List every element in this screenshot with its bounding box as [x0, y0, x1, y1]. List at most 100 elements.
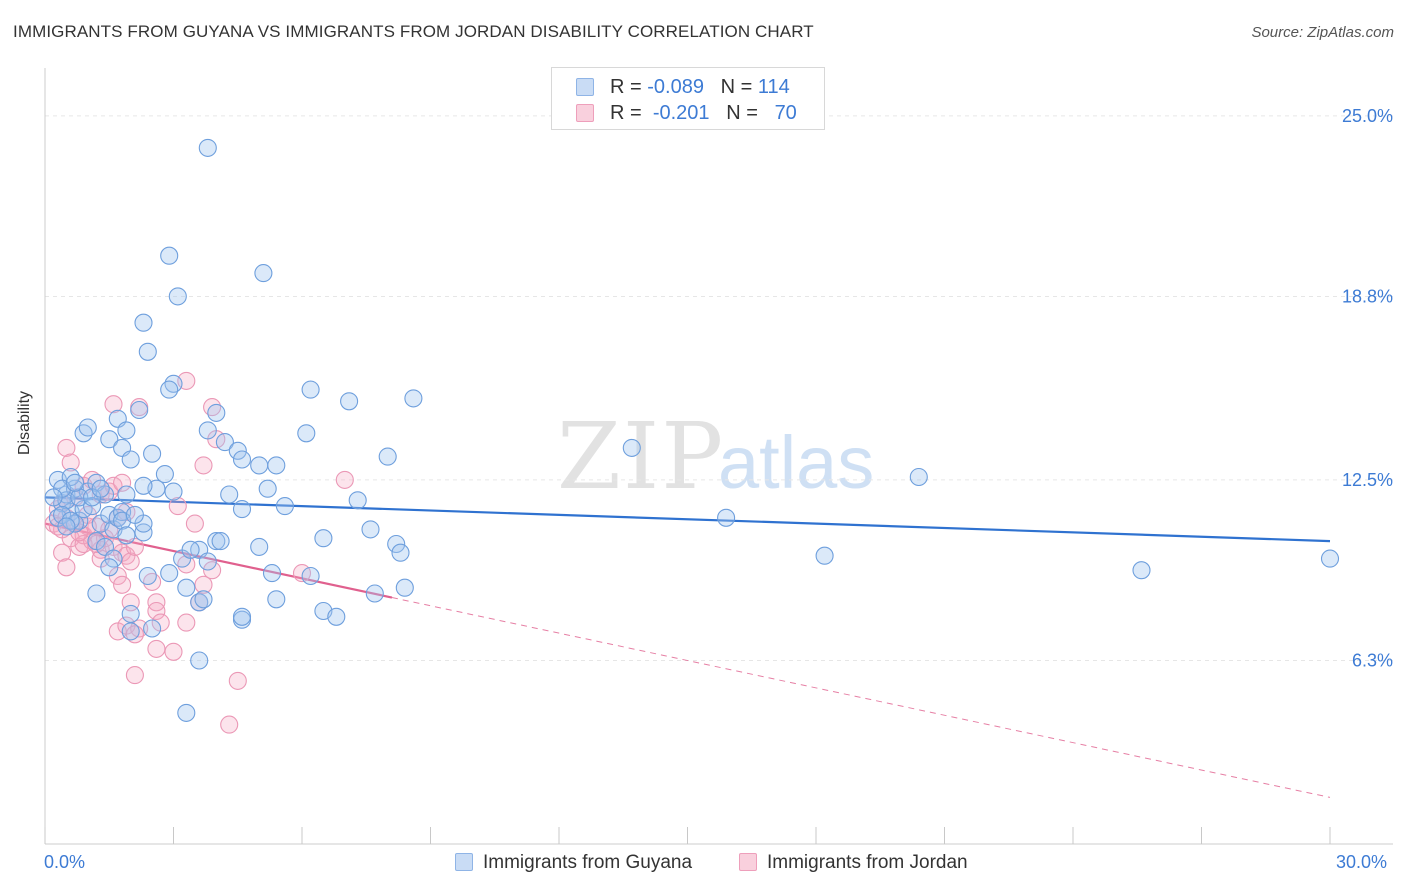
guyana-point [198, 138, 217, 157]
trend-lines [44, 496, 1331, 798]
jordan-point [125, 666, 144, 685]
guyana-point [1320, 549, 1340, 568]
guyana-point [275, 497, 294, 516]
guyana-point [387, 534, 406, 554]
jordan-point [113, 473, 132, 492]
x-tick-label-max: 30.0% [1336, 852, 1388, 872]
watermark-atlas: atlas [718, 421, 874, 504]
guyana-point [228, 441, 247, 460]
guyana-point [155, 465, 174, 484]
guyana-point [143, 619, 162, 638]
guyana-point [57, 517, 76, 536]
guyana-point [125, 505, 144, 524]
guyana-point [177, 703, 196, 722]
guyana-point [143, 444, 162, 463]
legend-n-label: N = [720, 76, 753, 98]
guyana-point [198, 421, 217, 440]
guyana-point [1132, 561, 1151, 580]
guyana-point [91, 479, 110, 498]
y-tick-label: 6.3% [1352, 651, 1393, 671]
jordan-point [147, 601, 166, 621]
guyana-point [117, 421, 136, 440]
guyana-point [361, 520, 380, 539]
guyana-point [267, 590, 286, 609]
guyana-point [314, 529, 333, 548]
guyana-point [70, 488, 89, 507]
y-tick-label: 18.8% [1342, 286, 1393, 306]
guyana-point [391, 543, 410, 562]
jordan-point [57, 558, 76, 577]
legend-r-label: R = [610, 102, 642, 124]
jordan-point [194, 456, 213, 475]
guyana-point [160, 564, 179, 583]
guyana-point [404, 389, 423, 408]
guyana-point [117, 526, 136, 545]
guyana-point [395, 578, 414, 597]
jordan-point [185, 514, 204, 533]
guyana-point [220, 485, 239, 504]
guyana-point [117, 485, 136, 504]
guyana-point [717, 508, 736, 527]
guyana-point [211, 532, 230, 551]
guyana-point [160, 246, 179, 265]
guyana-point [297, 424, 316, 443]
y-tick-labels: 6.3% 12.5% 18.8% 25.0% [1342, 106, 1393, 671]
grid-lines [45, 115, 1393, 662]
chart-title: IMMIGRANTS FROM GUYANA VS IMMIGRANTS FRO… [13, 22, 814, 41]
watermark-zip: ZIP [557, 403, 725, 510]
guyana-point [258, 479, 277, 498]
guyana-point [100, 558, 119, 577]
guyana-point [160, 380, 179, 399]
guyana-point [138, 342, 157, 361]
correlation-legend: R = -0.089 N = 114 R = -0.201 N = 70 [551, 67, 825, 130]
guyana-point [207, 403, 226, 422]
y-tick-label: 25.0% [1342, 106, 1393, 126]
guyana-point [815, 546, 834, 565]
guyana-point [168, 287, 187, 306]
guyana-point [134, 476, 153, 495]
watermark: ZIP atlas [557, 403, 874, 510]
guyana-point [198, 552, 217, 571]
guyana-point [232, 450, 252, 469]
jordan-point [168, 497, 187, 516]
legend-swatch-guyana [576, 78, 594, 96]
series-guyana-points [44, 138, 1340, 722]
bottom-legend-swatch-jordan [739, 853, 757, 871]
guyana-point [181, 540, 200, 559]
jordan-point [113, 575, 132, 594]
guyana-point [909, 467, 928, 487]
guyana-point [130, 400, 149, 420]
jordan-point [61, 453, 80, 472]
guyana-point [301, 380, 320, 399]
jordan-point [147, 639, 166, 658]
jordan-point [57, 438, 76, 457]
bottom-legend-guyana: Immigrants from Guyana [455, 852, 692, 874]
jordan-point [203, 561, 222, 580]
legend-r-value-guyana: -0.089 [647, 76, 704, 98]
jordan-point [220, 715, 239, 734]
legend-n-label: N = [726, 102, 758, 124]
guyana-point [232, 500, 252, 519]
source-label: Source: ZipAtlas.com [1251, 24, 1394, 41]
guyana-point [622, 438, 641, 457]
trend-line-guyana [44, 496, 1331, 543]
guyana-point [65, 473, 85, 492]
guyana-point [177, 578, 196, 597]
x-tick-label-min: 0.0% [44, 852, 86, 872]
bottom-legend-label-guyana: Immigrants from Guyana [483, 852, 693, 873]
y-tick-label: 12.5% [1342, 470, 1393, 490]
guyana-point [194, 590, 213, 609]
guyana-point [164, 482, 183, 501]
trend-line-jordan-extrapolated [391, 597, 1331, 798]
bottom-legend-swatch-guyana [455, 853, 473, 871]
guyana-point [44, 488, 63, 507]
guyana-point [262, 564, 282, 583]
guyana-point [104, 549, 123, 568]
guyana-point [121, 450, 140, 469]
guyana-point [138, 566, 157, 586]
guyana-point [378, 447, 397, 466]
guyana-point [207, 532, 226, 551]
guyana-point [121, 604, 140, 623]
guyana-point [215, 433, 234, 452]
